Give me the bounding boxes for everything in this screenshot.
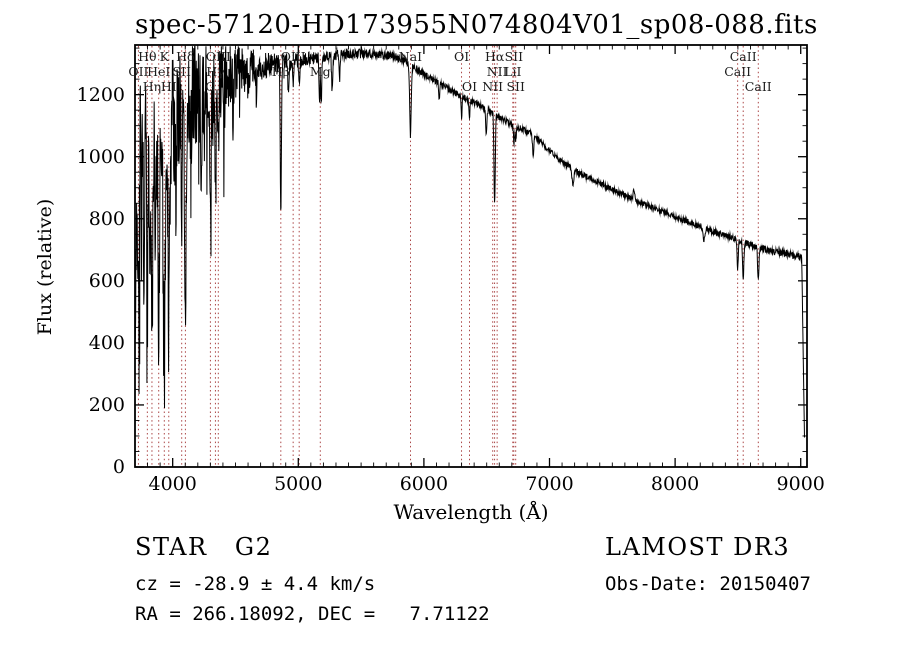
spectral-line-label: SII (172, 64, 191, 79)
y-tick-label: 1000 (76, 145, 125, 168)
spectral-line-label: K (159, 49, 169, 64)
radial-velocity-text: cz = -28.9 ± 4.4 km/s (135, 573, 376, 595)
survey-release-label: LAMOST DR3 (605, 533, 791, 561)
spectral-line-label: Hα (484, 49, 505, 64)
spectral-line-label: OIII (280, 49, 306, 64)
spectral-line-label: HeI (147, 64, 171, 79)
spectral-line-label: NaI (398, 49, 423, 64)
y-tick-label: 0 (112, 456, 125, 478)
object-class-label: STAR G2 (135, 533, 273, 561)
spectral-line-label: Hβ (271, 64, 290, 79)
obs-date-text: Obs-Date: 20150407 (605, 573, 811, 595)
spectral-line-label: OI (453, 49, 470, 64)
spectral-line-label: CaII (724, 64, 752, 79)
spectral-line-label: CaII (729, 49, 757, 64)
x-tick-label: 8000 (650, 473, 700, 495)
spectral-line-label: Hδ (176, 49, 195, 64)
y-tick-label: 200 (88, 393, 125, 416)
spectral-line-label: G (205, 79, 216, 94)
spectral-line-label: HI (160, 79, 177, 94)
spectral-line-label: Hγ (206, 64, 225, 79)
spectral-line-label: Hη (142, 79, 162, 94)
x-axis-label: Wavelength (Å) (393, 500, 549, 524)
y-tick-label: 600 (88, 269, 125, 292)
spectral-line-label: NII (486, 64, 508, 79)
spectral-line-label: OI (461, 79, 478, 94)
x-tick-label: 7000 (525, 473, 574, 495)
spectral-line-label: NII (482, 79, 504, 94)
spectral-line-label: SII (506, 79, 525, 94)
spectral-line-label: OIII (205, 49, 231, 64)
spectral-line-label: Mg (309, 64, 331, 79)
x-tick-label: 5000 (274, 473, 323, 495)
spectral-line-label: Hθ (138, 49, 157, 64)
spectral-line-label: CaII (744, 79, 772, 94)
spectral-line-label: OII (128, 64, 149, 79)
y-tick-label: 400 (88, 331, 125, 354)
y-tick-label: 800 (88, 207, 125, 230)
spectral-line-label: SII (504, 49, 524, 64)
spectral-line-label: LiI (504, 64, 522, 79)
ra-dec-text: RA = 266.18092, DEC = 7.71122 (135, 603, 490, 625)
x-tick-label: 6000 (399, 473, 449, 495)
x-tick-label: 9000 (776, 473, 825, 495)
x-tick-label: 4000 (148, 473, 197, 495)
y-tick-label: 1200 (76, 83, 125, 106)
